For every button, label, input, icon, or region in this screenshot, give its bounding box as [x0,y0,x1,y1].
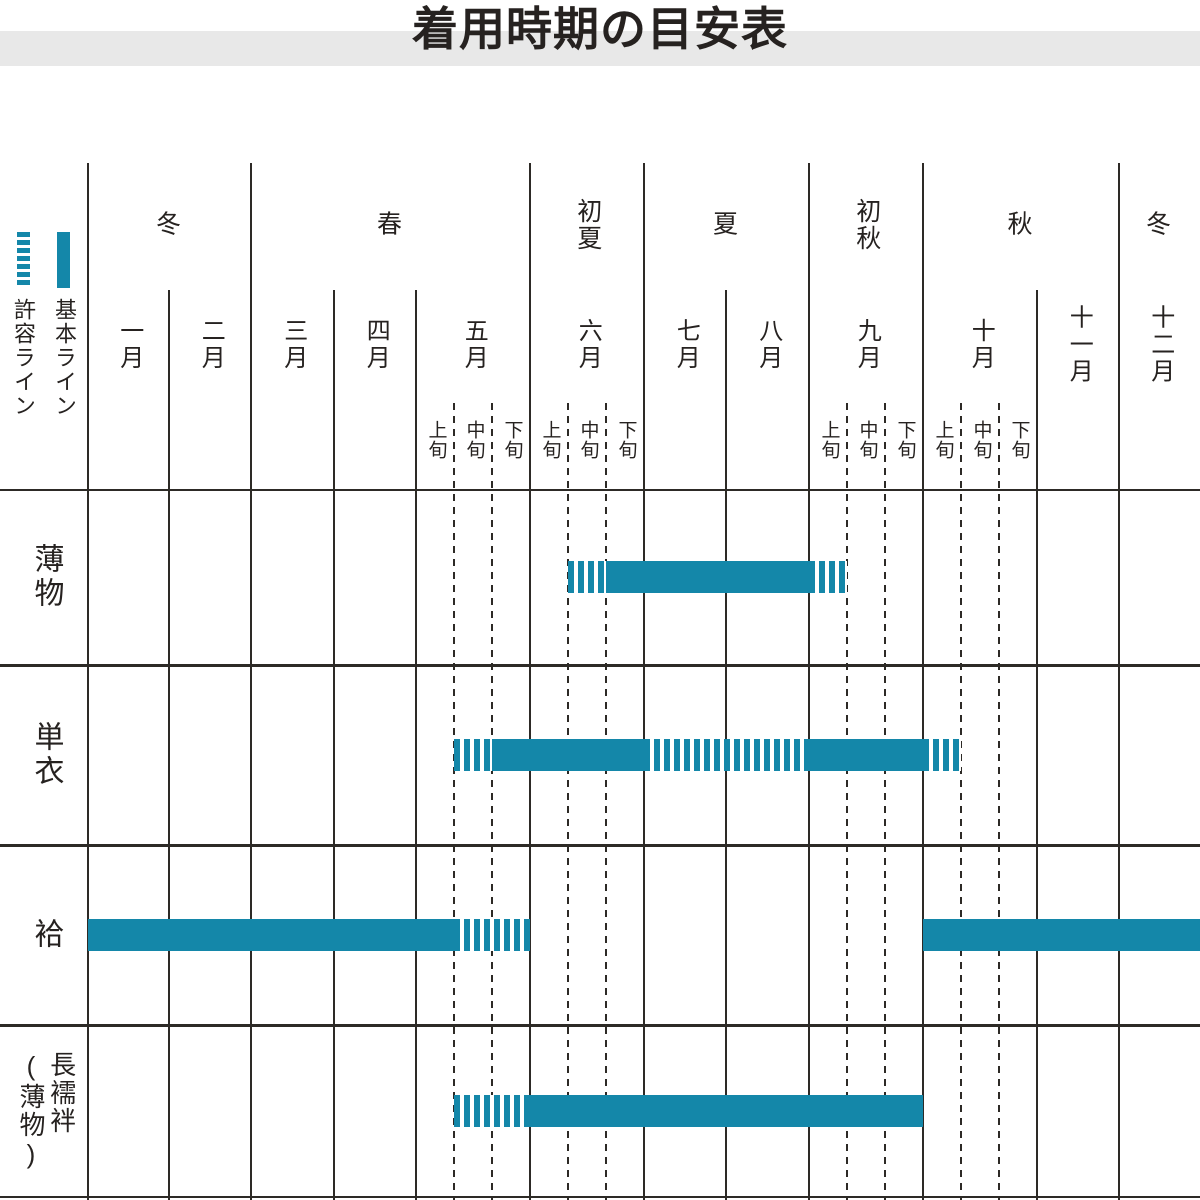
basic-bar-segment [923,919,1200,951]
jun-divider-dashed-line [453,403,455,1200]
row-label-line: (薄物) [16,1051,46,1171]
page-title: 着用時期の目安表 [412,3,788,55]
legend-allow-swatch [17,232,30,288]
allow-bar-segment [453,1095,530,1127]
jun-divider-dashed-line [846,403,848,1200]
month-label: 一月 [115,318,143,372]
season-label: 初夏 [573,198,602,252]
allow-bar-segment [923,739,961,771]
jun-label: 上旬 [425,420,447,460]
season-boundary-line [1118,163,1120,1200]
jun-label: 上旬 [818,420,840,460]
jun-divider-dashed-line [605,403,607,1200]
season-label: 冬 [1145,210,1174,239]
season-boundary-line [250,163,252,1200]
row-divider-line [0,489,1200,491]
month-label: 三月 [279,318,307,372]
legend-basic-label: 基本ライン [52,298,77,418]
basic-bar-segment [88,919,454,951]
row-label: 袷 [29,918,63,952]
season-label: 初秋 [852,198,881,252]
allow-bar-segment [453,739,492,771]
row-divider-line [0,1196,1200,1198]
jun-divider-dashed-line [960,403,962,1200]
jun-divider-dashed-line [884,403,886,1200]
allow-bar-segment [809,561,847,593]
season-boundary-line [922,163,924,1200]
jun-label: 下旬 [615,420,637,460]
month-boundary-line [333,290,335,1200]
month-label: 四月 [362,318,390,372]
season-boundary-line [808,163,810,1200]
jun-label: 中旬 [577,420,599,460]
month-label: 七月 [672,318,700,372]
month-label: 十二月 [1146,304,1174,386]
allow-bar-segment [453,919,530,951]
basic-bar-segment [809,739,923,771]
row-divider-line [0,844,1200,847]
jun-label: 中旬 [970,420,992,460]
jun-label: 下旬 [894,420,916,460]
season-boundary-line [529,163,531,1200]
basic-bar-segment [530,1095,923,1127]
allow-bar-segment [644,739,809,771]
jun-label: 下旬 [1008,420,1030,460]
row-divider-line [0,1024,1200,1027]
season-boundary-line [87,163,89,1200]
jun-label: 上旬 [539,420,561,460]
jun-label: 中旬 [856,420,878,460]
month-label: 十一月 [1065,304,1093,386]
basic-bar-segment [492,739,644,771]
season-label: 秋 [1007,210,1035,239]
row-divider-line [0,664,1200,667]
month-boundary-line [1036,290,1038,1200]
jun-divider-dashed-line [491,403,493,1200]
jun-label: 中旬 [463,420,485,460]
basic-bar-segment [606,561,809,593]
allow-bar-segment [567,561,606,593]
row-label: 薄物 [29,543,63,611]
month-label: 二月 [197,318,225,372]
row-label: 単衣 [29,721,63,789]
row-label-line: 長襦袢 [46,1051,77,1135]
jun-label: 下旬 [501,420,523,460]
title-band [0,31,1200,66]
month-label: 五月 [460,318,488,372]
month-label: 六月 [574,318,602,372]
row-label: 長襦袢 (薄物) [16,1051,77,1171]
month-label: 九月 [853,318,881,372]
month-boundary-line [415,290,417,1200]
jun-divider-dashed-line [567,403,569,1200]
jun-label: 上旬 [932,420,954,460]
legend-basic-swatch [57,232,70,288]
season-boundary-line [643,163,645,1200]
month-label: 十月 [967,318,995,372]
legend-allow-label: 許容ライン [11,298,36,418]
month-boundary-line [168,290,170,1200]
month-label: 八月 [754,318,782,372]
season-label: 夏 [712,210,741,239]
jun-divider-dashed-line [998,403,1000,1200]
season-label: 春 [376,210,405,239]
season-label: 冬 [155,210,184,239]
